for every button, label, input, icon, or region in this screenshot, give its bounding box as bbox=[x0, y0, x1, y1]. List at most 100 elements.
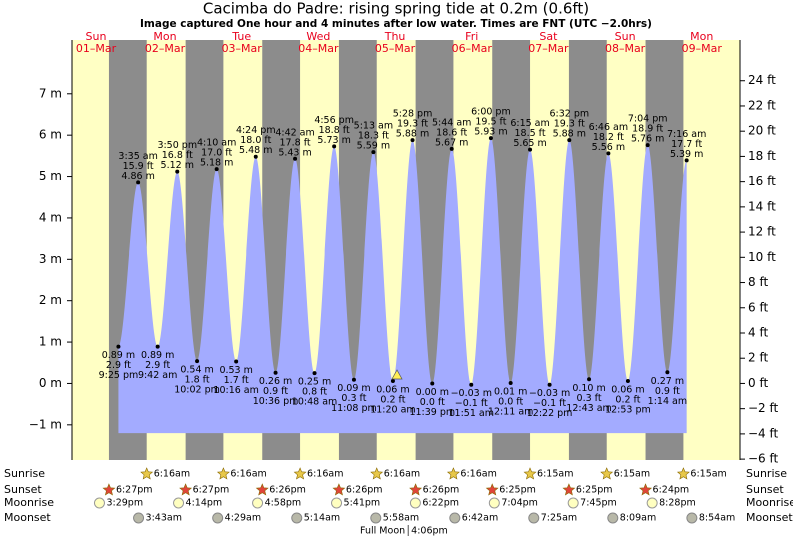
y-tick-label: 0 m bbox=[39, 376, 62, 390]
y2-tick-label: −4 ft bbox=[748, 426, 779, 440]
high-label: 4.86 m bbox=[121, 171, 154, 182]
day-name: Sun bbox=[86, 30, 107, 43]
sunrise-time: 6:16am bbox=[384, 469, 420, 480]
moonset-icon bbox=[291, 512, 303, 524]
y2-tick-label: 16 ft bbox=[748, 174, 776, 188]
high-label: 5.73 m bbox=[317, 135, 350, 146]
low-label: 1:14 am bbox=[648, 396, 687, 407]
extreme-dot bbox=[155, 344, 160, 349]
row-label-right: Sunrise bbox=[746, 467, 787, 480]
y2-tick-label: 20 ft bbox=[748, 124, 776, 138]
low-label: 11:08 pm bbox=[331, 403, 377, 414]
high-label: 5.43 m bbox=[278, 147, 311, 158]
sunset-icon bbox=[562, 483, 576, 496]
y2-tick-label: 18 ft bbox=[748, 149, 776, 163]
low-label: 2.9 ft bbox=[106, 360, 131, 371]
low-label: 0.06 m bbox=[376, 384, 409, 395]
row-label-right: Moonrise bbox=[746, 496, 793, 509]
day-name: Thu bbox=[384, 30, 406, 43]
moonrise-time: 8:28pm bbox=[659, 498, 696, 509]
row-label-right: Moonset bbox=[746, 511, 793, 524]
y2-tick-label: 2 ft bbox=[748, 351, 768, 365]
low-label: 10:36 pm bbox=[253, 396, 299, 407]
low-label: 10:02 pm bbox=[174, 385, 220, 396]
high-label: 17.8 ft bbox=[280, 137, 311, 148]
day-name: Sat bbox=[539, 30, 558, 43]
high-label: 15.9 ft bbox=[123, 161, 154, 172]
low-label: 0.9 ft bbox=[655, 386, 680, 397]
full-moon-time: 4:06pm bbox=[411, 526, 448, 537]
moonrise-icon bbox=[646, 497, 658, 509]
high-label: 19.5 ft bbox=[475, 117, 506, 128]
y2-tick-label: 24 ft bbox=[748, 73, 776, 87]
day-date: 07–Mar bbox=[528, 42, 569, 55]
sunset-icon bbox=[485, 483, 499, 496]
day-date: 08–Mar bbox=[605, 42, 646, 55]
high-label: 3:35 am bbox=[118, 151, 157, 162]
extreme-dot bbox=[351, 377, 356, 382]
moonset-icon bbox=[212, 512, 224, 524]
sunset-time: 6:27pm bbox=[116, 485, 153, 496]
low-label: 9:25 pm bbox=[99, 370, 139, 381]
high-label: 5.93 m bbox=[474, 127, 507, 138]
low-label: 12:43 am bbox=[566, 403, 611, 414]
y2-tick-label: 10 ft bbox=[748, 250, 776, 264]
moonset-icon bbox=[528, 512, 540, 524]
tide-area bbox=[118, 138, 687, 434]
day-date: 05–Mar bbox=[375, 42, 416, 55]
low-label: 0.09 m bbox=[337, 383, 370, 394]
moonrise-time: 3:29pm bbox=[106, 498, 143, 509]
moonrise-time: 7:04pm bbox=[501, 498, 538, 509]
low-label: 12:11 am bbox=[488, 407, 533, 418]
sunset-time: 6:24pm bbox=[653, 485, 690, 496]
moonset-icon bbox=[686, 512, 698, 524]
y-tick-label: −1 m bbox=[29, 417, 62, 431]
low-label: 0.0 ft bbox=[498, 397, 523, 408]
high-label: 19.3 ft bbox=[554, 119, 585, 130]
high-label: 4:24 pm bbox=[236, 125, 276, 136]
extreme-dot bbox=[547, 382, 552, 387]
moonset-time: 7:25am bbox=[541, 513, 577, 524]
sunset-time: 6:27pm bbox=[193, 485, 230, 496]
low-label: 1.7 ft bbox=[224, 375, 249, 386]
high-label: 5.88 m bbox=[553, 129, 586, 140]
row-label-right: Sunset bbox=[746, 483, 784, 496]
y2-tick-label: 4 ft bbox=[748, 325, 768, 339]
high-label: 4:10 am bbox=[197, 138, 236, 149]
high-label: 18.0 ft bbox=[240, 135, 271, 146]
day-name: Sun bbox=[615, 30, 636, 43]
day-date: 06–Mar bbox=[452, 42, 493, 55]
sunrise-icon bbox=[523, 467, 537, 480]
sunrise-time: 6:16am bbox=[307, 469, 343, 480]
extreme-dot bbox=[273, 370, 278, 375]
moonrise-icon bbox=[173, 497, 185, 509]
low-label: 0.3 ft bbox=[341, 393, 366, 404]
moonset-icon bbox=[607, 512, 619, 524]
y-tick-label: 1 m bbox=[39, 335, 62, 349]
moonset-time: 8:09am bbox=[620, 513, 656, 524]
extreme-dot bbox=[508, 381, 513, 386]
sunrise-icon bbox=[216, 467, 230, 480]
sunrise-icon bbox=[446, 467, 460, 480]
row-label: Moonrise bbox=[4, 496, 54, 509]
chart-subtitle: Image captured One hour and 4 minutes af… bbox=[140, 18, 652, 30]
extreme-dot bbox=[332, 144, 337, 149]
moonset-time: 8:54am bbox=[699, 513, 735, 524]
low-label: 9:42 am bbox=[138, 370, 177, 381]
low-label: 0.89 m bbox=[141, 350, 174, 361]
high-label: 7:04 pm bbox=[628, 114, 668, 125]
low-label: −0.03 m bbox=[451, 388, 492, 399]
low-label: 11:20 am bbox=[370, 404, 415, 415]
extreme-dot bbox=[449, 146, 454, 151]
high-label: 6:15 am bbox=[510, 118, 549, 129]
extreme-dot bbox=[625, 378, 630, 383]
sunset-icon bbox=[639, 483, 653, 496]
high-label: 18.9 ft bbox=[632, 124, 663, 135]
high-label: 4:42 am bbox=[275, 127, 314, 138]
high-label: 6:32 pm bbox=[549, 109, 589, 120]
sunrise-icon bbox=[140, 467, 154, 480]
high-label: 5.12 m bbox=[161, 160, 194, 171]
high-label: 16.8 ft bbox=[162, 150, 193, 161]
low-label: 0.2 ft bbox=[380, 394, 405, 405]
